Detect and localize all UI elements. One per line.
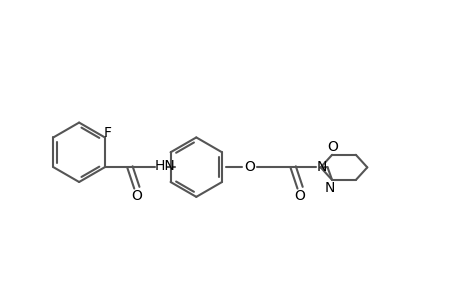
Text: O: O — [294, 189, 305, 203]
Text: O: O — [327, 140, 338, 154]
Text: HN: HN — [155, 159, 175, 173]
Text: N: N — [324, 181, 334, 195]
Text: O: O — [131, 189, 142, 203]
Text: N: N — [316, 160, 326, 174]
Text: O: O — [244, 160, 255, 174]
Text: F: F — [103, 126, 111, 140]
